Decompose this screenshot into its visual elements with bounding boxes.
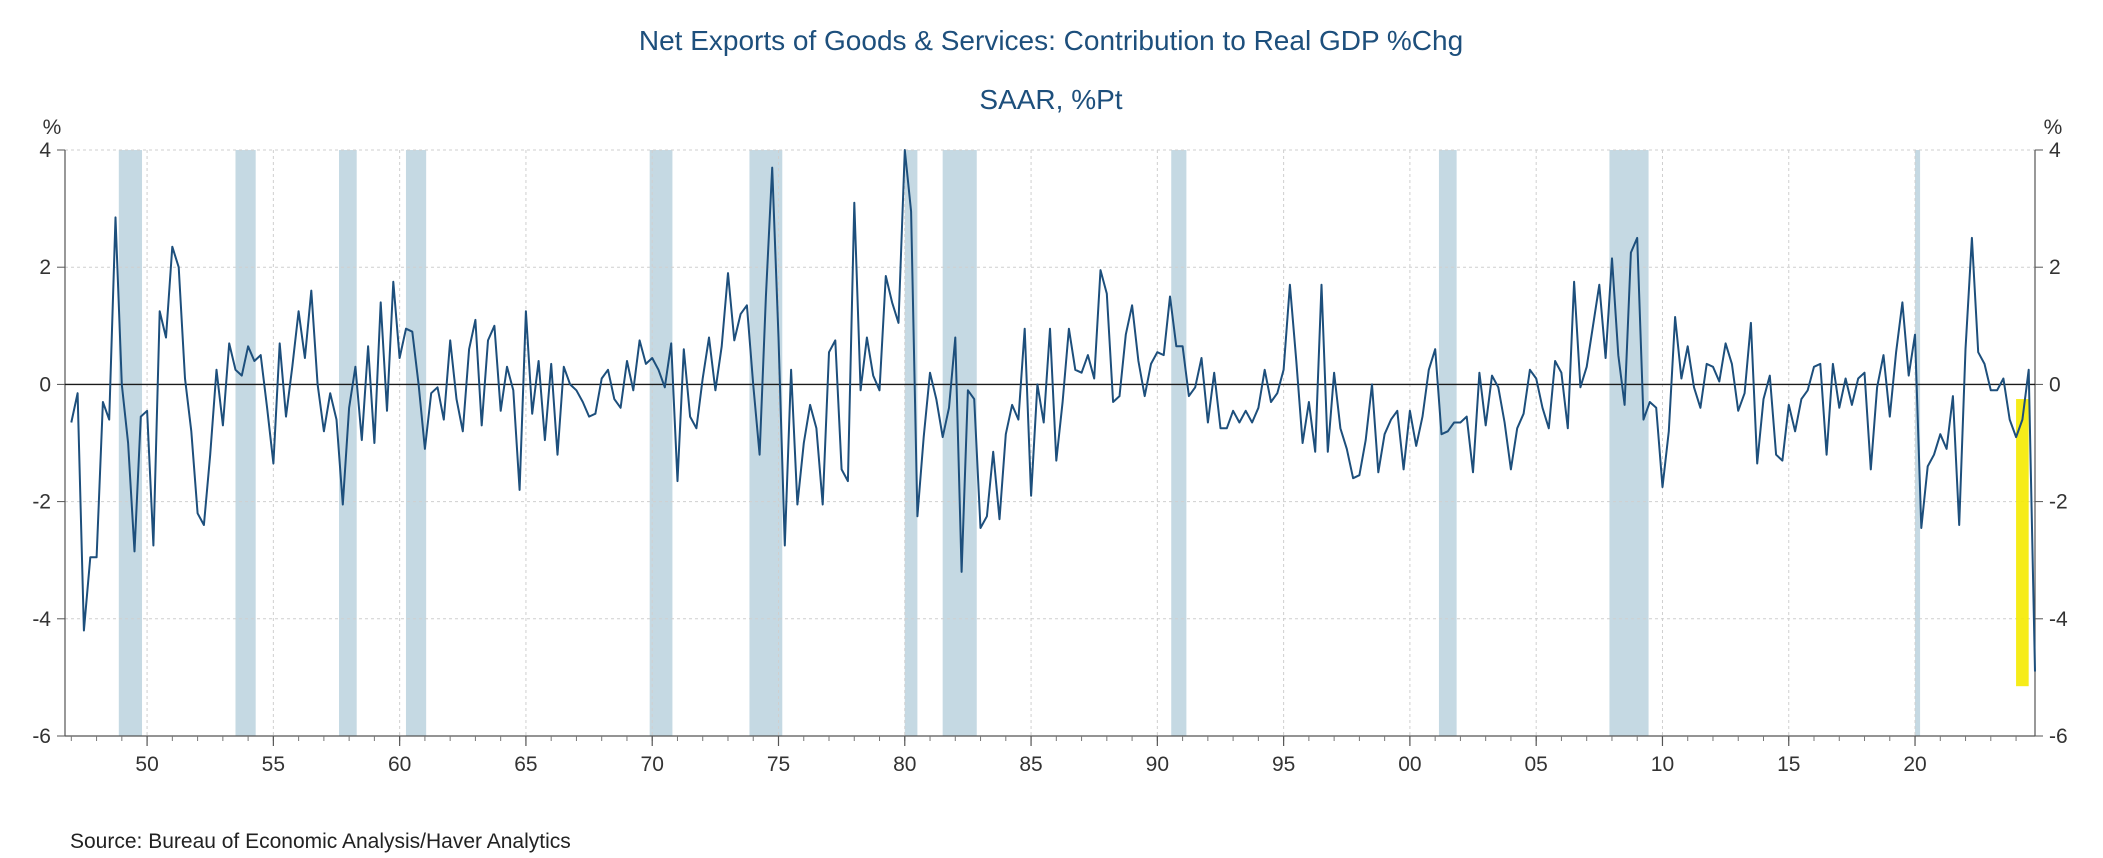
y-tick-label-right: -4: [2049, 608, 2068, 631]
y-tick-label-right: 2: [2049, 256, 2061, 279]
x-tick-label: 85: [1019, 753, 1042, 776]
recession-band-11: [1609, 150, 1649, 736]
y-tick-label-right: 0: [2049, 373, 2061, 396]
x-tick-label: 65: [514, 753, 537, 776]
y-unit-left: %: [43, 116, 62, 139]
series-layer: [70, 149, 2036, 672]
source-note: Source: Bureau of Economic Analysis/Have…: [70, 830, 571, 853]
chart-title: Net Exports of Goods & Services: Contrib…: [639, 25, 1463, 56]
x-tick-label: 05: [1525, 753, 1548, 776]
y-tick-label-left: -2: [32, 491, 51, 514]
x-tick-label: 80: [893, 753, 916, 776]
x-tick-label: 55: [262, 753, 285, 776]
y-tick-label-left: 0: [39, 373, 51, 396]
y-tick-label-right: -2: [2049, 491, 2068, 514]
recession-band-5: [649, 150, 673, 736]
y-tick-label-right: -6: [2049, 725, 2068, 748]
recession-band-8: [942, 150, 977, 736]
x-tick-label: 95: [1272, 753, 1295, 776]
recession-band-9: [1171, 150, 1187, 736]
recession-bands: [118, 150, 1921, 736]
highlight-layer: [2016, 399, 2029, 687]
chart-subtitle: SAAR, %Pt: [979, 84, 1122, 115]
series-line-1: [70, 149, 2036, 672]
x-tick-label: 15: [1777, 753, 1800, 776]
x-tick-label: 70: [641, 753, 664, 776]
highlight-box: [2016, 399, 2029, 687]
x-tick-label: 10: [1651, 753, 1674, 776]
x-tick-label: 20: [1903, 753, 1926, 776]
recession-band-7: [904, 150, 918, 736]
x-tick-label: 00: [1398, 753, 1421, 776]
recession-band-10: [1438, 150, 1457, 736]
y-tick-label-right: 4: [2049, 139, 2061, 162]
x-tick-label: 90: [1146, 753, 1169, 776]
y-tick-label-left: 2: [39, 256, 51, 279]
recession-band-3: [339, 150, 357, 736]
recession-band-2: [235, 150, 256, 736]
axes: [57, 149, 2043, 746]
recession-band-6: [749, 150, 783, 736]
x-tick-label: 50: [135, 753, 158, 776]
y-tick-label-left: -4: [32, 608, 51, 631]
recession-band-4: [405, 150, 427, 736]
x-tick-label: 75: [767, 753, 790, 776]
tick-labels: 4 42 20 0-2 -2-4 -4-6 -650 55 60 65 70 75 80 85 90 95 00…: [32, 139, 2068, 776]
y-tick-label-left: 4: [39, 139, 51, 162]
y-unit-right: %: [2044, 116, 2063, 139]
recession-band-1: [118, 150, 143, 736]
x-tick-label: 60: [388, 753, 411, 776]
y-tick-label-left: -6: [32, 725, 51, 748]
